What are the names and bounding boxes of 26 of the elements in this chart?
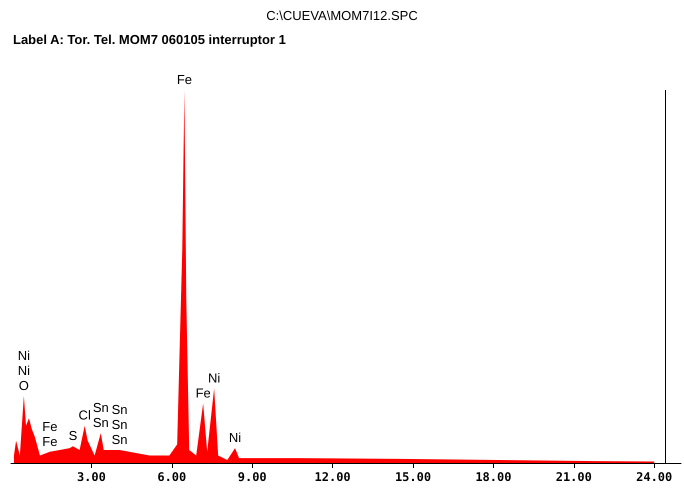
annotation: O [18, 378, 29, 393]
x-tick-label: 24.00 [636, 470, 672, 484]
annotation: Sn [112, 432, 128, 447]
annotation: Sn [92, 400, 109, 416]
annotation: Fe [176, 72, 192, 87]
x-tick-label: 3.00 [76, 470, 106, 484]
x-tick-label: 21.00 [556, 470, 592, 484]
x-tick-label: 9.00 [238, 470, 267, 484]
x-tick-label: 12.00 [314, 470, 351, 484]
annotation: S [68, 428, 78, 444]
x-tick-label: 18.00 [475, 470, 512, 484]
annotation: Ni [18, 348, 30, 363]
annotation: Fe [42, 434, 58, 449]
annotation: Sn [92, 415, 109, 430]
x-tick-label: 15.00 [394, 470, 432, 484]
chart-subtitle: Label A: Tor. Tel. MOM7 060105 interruptor 1 [13, 32, 286, 47]
chart-title: C:\CUEVA\MOM7I12.SPC [266, 8, 418, 23]
annotation: Ni [18, 362, 30, 378]
annotation: Fe [42, 418, 58, 434]
annotation: Sn [112, 416, 128, 432]
x-tick-label: 6.00 [157, 470, 186, 484]
annotation: Cl [78, 408, 91, 423]
annotation: Sn [112, 402, 128, 417]
annotation: Ni [228, 430, 242, 446]
annotation: Ni [208, 370, 220, 386]
annotation: Fe [196, 385, 211, 400]
